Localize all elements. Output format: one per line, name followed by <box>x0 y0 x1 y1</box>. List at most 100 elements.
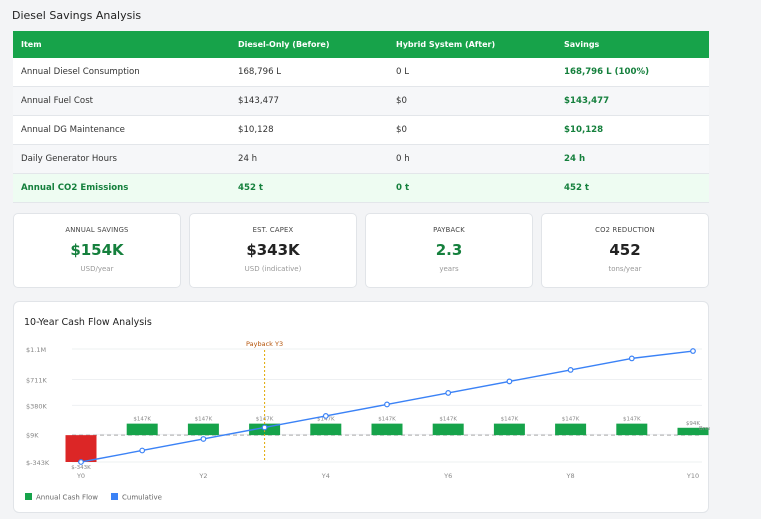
row-savings: $143,477 <box>556 86 709 116</box>
row-item: Annual DG Maintenance <box>13 115 230 145</box>
cumulative-point <box>506 378 513 385</box>
cumulative-point <box>139 447 146 454</box>
row-savings: 452 t <box>556 173 709 203</box>
kpi-card-payback: PAYBACK 2.3 years <box>365 213 533 288</box>
cash-flow-bar <box>432 423 464 436</box>
row-item: Annual CO2 Emissions <box>13 173 230 203</box>
cumulative-point <box>690 348 696 354</box>
y-tick-label: $711K <box>26 376 48 384</box>
cumulative-point <box>384 401 390 408</box>
x-tick-label: Y4 <box>321 472 330 480</box>
kpi-label: PAYBACK <box>433 226 465 234</box>
y-tick-label: $380K <box>26 402 48 410</box>
x-tick-label: Y8 <box>566 472 575 480</box>
kpi-value: 452 <box>609 241 641 259</box>
legend-label-cumulative: Cumulative <box>122 494 162 502</box>
bar-data-label: $147K <box>317 417 335 423</box>
column-header: Hybrid System (After) <box>388 31 556 58</box>
row-savings: 168,796 L (100%) <box>556 58 709 87</box>
cash-flow-bar <box>187 423 219 436</box>
cumulative-point <box>200 436 207 442</box>
row-before: 24 h <box>230 144 388 174</box>
kpi-label: ANNUAL SAVINGS <box>65 226 129 234</box>
row-savings: 24 h <box>556 144 709 174</box>
row-item: Annual Fuel Cost <box>13 86 230 116</box>
cumulative-point <box>445 390 452 396</box>
cumulative-point <box>78 459 84 465</box>
row-before: $10,128 <box>230 115 388 145</box>
cumulative-point <box>567 367 574 373</box>
kpi-label: CO2 REDUCTION <box>595 226 655 234</box>
kpi-value: $343K <box>246 241 300 259</box>
break-even-label: Break-even <box>699 426 710 432</box>
bar-data-label: $147K <box>501 417 519 423</box>
cash-flow-chart: $1.1M $711K $380K $9K $-343K $-343K $147K $147K… <box>25 340 710 502</box>
table-header-row: Item Diesel-Only (Before) Hybrid System … <box>13 31 709 58</box>
x-tick-label: Y2 <box>198 472 207 480</box>
kpi-card-capex: EST. CAPEX $343K USD (indicative) <box>189 213 357 288</box>
cash-flow-bar <box>677 427 709 436</box>
row-before: 452 t <box>230 173 388 203</box>
kpi-unit: USD (indicative) <box>244 265 302 273</box>
bar-data-label: $-343K <box>71 465 91 471</box>
bar-data-label: $147K <box>378 417 396 423</box>
x-tick-label: Y10 <box>686 472 699 480</box>
kpi-unit: years <box>439 265 459 273</box>
row-after: $0 <box>388 86 556 116</box>
table-row: Annual Fuel Cost $143,477 $0 $143,477 <box>13 86 709 116</box>
cash-flow-bar <box>126 423 158 436</box>
y-tick-label: $1.1M <box>26 346 46 354</box>
kpi-value: $154K <box>70 241 124 259</box>
cash-flow-bar <box>371 423 403 436</box>
cash-flow-bar <box>493 423 525 436</box>
kpi-card-co2-reduction: CO2 REDUCTION 452 tons/year <box>541 213 709 288</box>
kpi-unit: tons/year <box>608 265 642 273</box>
kpi-value: 2.3 <box>435 241 463 259</box>
kpi-unit: USD/year <box>80 265 114 273</box>
row-after: 0 t <box>388 173 556 203</box>
kpi-label: EST. CAPEX <box>252 226 294 234</box>
row-item: Annual Diesel Consumption <box>13 58 230 87</box>
table-row: Annual Diesel Consumption 168,796 L 0 L … <box>13 58 709 87</box>
cumulative-point <box>322 413 329 419</box>
table-row: Annual DG Maintenance $10,128 $0 $10,128 <box>13 115 709 145</box>
row-before: 168,796 L <box>230 58 388 87</box>
table-row-highlight: Annual CO2 Emissions 452 t 0 t 452 t <box>13 173 709 203</box>
row-savings: $10,128 <box>556 115 709 145</box>
bar-data-label: $94K <box>686 421 700 427</box>
row-after: 0 L <box>388 58 556 87</box>
savings-comparison-table: Item Diesel-Only (Before) Hybrid System … <box>13 31 709 203</box>
row-after: $0 <box>388 115 556 145</box>
payback-label: Payback Y3 <box>246 340 283 348</box>
row-after: 0 h <box>388 144 556 174</box>
legend-swatch-cumulative <box>111 493 118 500</box>
row-before: $143,477 <box>230 86 388 116</box>
kpi-cards: ANNUAL SAVINGS $154K USD/year EST. CAPEX… <box>13 213 709 288</box>
column-header: Item <box>13 31 230 58</box>
cumulative-point <box>261 424 268 431</box>
kpi-card-annual-savings: ANNUAL SAVINGS $154K USD/year <box>13 213 181 288</box>
page-title: Diesel Savings Analysis <box>12 9 142 22</box>
cash-flow-bar <box>555 423 587 436</box>
bar-data-label: $147K <box>195 417 213 423</box>
column-header: Diesel-Only (Before) <box>230 31 388 58</box>
cash-flow-bar <box>65 435 97 462</box>
cash-flow-chart-panel: 10-Year Cash Flow Analysis $1.1M $711K $38… <box>13 301 710 513</box>
bar-data-label: $147K <box>133 417 151 423</box>
cash-flow-bar <box>616 423 648 436</box>
legend-swatch-annual-cash-flow <box>25 493 32 500</box>
column-header: Savings <box>556 31 709 58</box>
row-item: Daily Generator Hours <box>13 144 230 174</box>
table-row: Daily Generator Hours 24 h 0 h 24 h <box>13 144 709 174</box>
chart-title: 10-Year Cash Flow Analysis <box>24 317 152 328</box>
y-tick-label: $9K <box>26 431 39 439</box>
x-tick-label: Y6 <box>443 472 452 480</box>
cumulative-point <box>628 355 635 362</box>
cash-flow-bar <box>310 423 342 436</box>
y-tick-label: $-343K <box>26 459 50 467</box>
bar-data-label: $147K <box>439 417 457 423</box>
x-tick-label: Y0 <box>76 472 85 480</box>
bar-data-label: $147K <box>562 417 580 423</box>
bar-data-label: $147K <box>623 417 641 423</box>
legend-label-annual-cash-flow: Annual Cash Flow <box>36 494 98 502</box>
